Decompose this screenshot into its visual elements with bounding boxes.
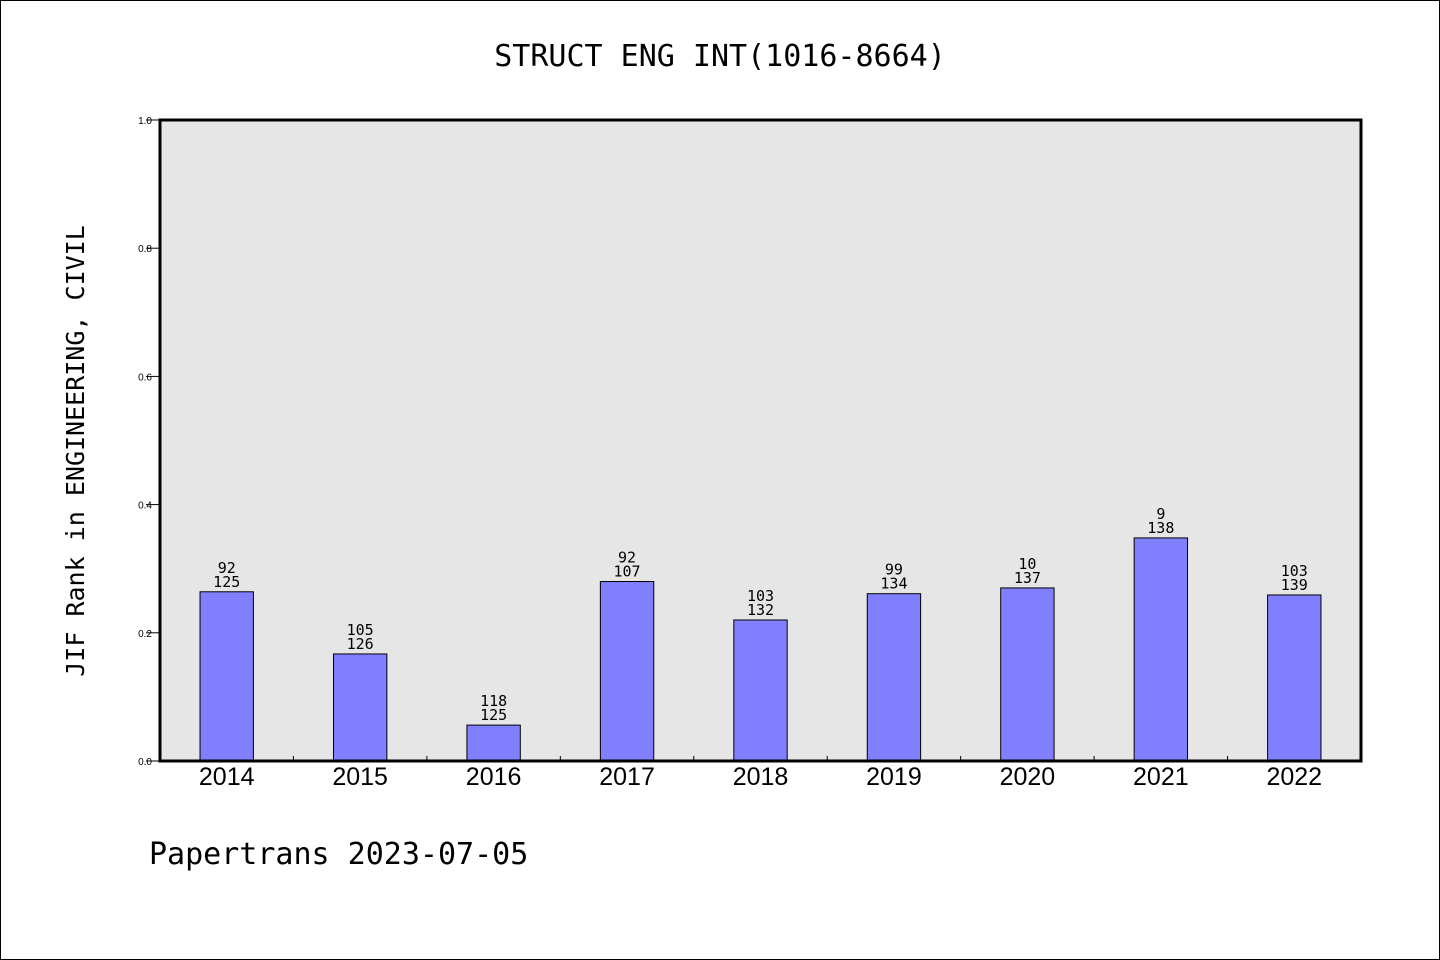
y-tick-label: 0.0 bbox=[138, 757, 152, 768]
y-axis-label: JIF Rank in ENGINEERING, CIVIL bbox=[61, 225, 90, 677]
bar-total-label: 132 bbox=[747, 601, 774, 619]
x-tick-label: 2017 bbox=[599, 763, 655, 791]
bar-2015 bbox=[332, 653, 388, 762]
y-tick-label: 0.8 bbox=[138, 244, 152, 255]
y-tick-label: 0.6 bbox=[138, 372, 152, 383]
x-tick-label: 2016 bbox=[466, 763, 522, 791]
bar-total-label: 134 bbox=[880, 575, 907, 593]
bar-2021 bbox=[1133, 537, 1189, 762]
bar-total-label: 107 bbox=[614, 563, 641, 581]
bar-total-label: 125 bbox=[480, 706, 507, 724]
x-tick-label: 2020 bbox=[1000, 763, 1056, 791]
bar-labels-group: 9212510512611812592107103132991341013791… bbox=[213, 505, 1308, 724]
y-tick-label: 0.2 bbox=[138, 629, 152, 640]
chart-title: STRUCT ENG INT(1016-8664) bbox=[494, 39, 946, 74]
x-tick-label: 2014 bbox=[199, 763, 255, 791]
plot-border bbox=[158, 118, 1363, 763]
x-tick-label: 2015 bbox=[332, 763, 388, 791]
bar-rank-label: 9 bbox=[1156, 505, 1165, 523]
bar-total-label: 137 bbox=[1014, 569, 1041, 587]
y-tick-label: 1.0 bbox=[138, 116, 152, 127]
bar-2017 bbox=[599, 581, 655, 762]
footer-source-date: Papertrans 2023-07-05 bbox=[149, 837, 528, 872]
bar-total-label: 125 bbox=[213, 573, 240, 591]
bar-2016 bbox=[466, 724, 521, 762]
bar-rank-label: 92 bbox=[618, 549, 636, 567]
bar-rank-label: 105 bbox=[347, 621, 374, 639]
y-tick-label: 0.4 bbox=[138, 501, 152, 512]
x-tick-label: 2018 bbox=[733, 763, 789, 791]
bar-2022 bbox=[1267, 594, 1322, 762]
x-tick-label: 2022 bbox=[1266, 763, 1322, 791]
bar-2020 bbox=[1000, 587, 1055, 762]
x-axis-ticks: 2014 2015 2016 2017 2018 2019 2020 2021 2022 bbox=[199, 756, 1322, 791]
bar-2014 bbox=[199, 591, 254, 762]
bar-rank-label: 103 bbox=[1281, 562, 1308, 580]
x-tick-label: 2021 bbox=[1133, 763, 1189, 791]
bar-rank-label: 10 bbox=[1018, 555, 1036, 573]
bar-total-label: 139 bbox=[1281, 576, 1308, 594]
bar-total-label: 138 bbox=[1147, 519, 1174, 537]
bar-2019 bbox=[866, 593, 922, 762]
bars-group bbox=[199, 537, 1322, 762]
bar-2018 bbox=[733, 619, 788, 762]
bar-rank-label: 103 bbox=[747, 587, 774, 605]
y-axis-ticks: 0.0 0.2 0.4 0.6 0.8 1.0 bbox=[138, 116, 160, 768]
bar-rank-label: 118 bbox=[480, 692, 507, 710]
bar-rank-label: 99 bbox=[885, 561, 903, 579]
bar-total-label: 126 bbox=[347, 635, 374, 653]
x-tick-label: 2019 bbox=[866, 763, 922, 791]
bar-rank-label: 92 bbox=[218, 559, 236, 577]
